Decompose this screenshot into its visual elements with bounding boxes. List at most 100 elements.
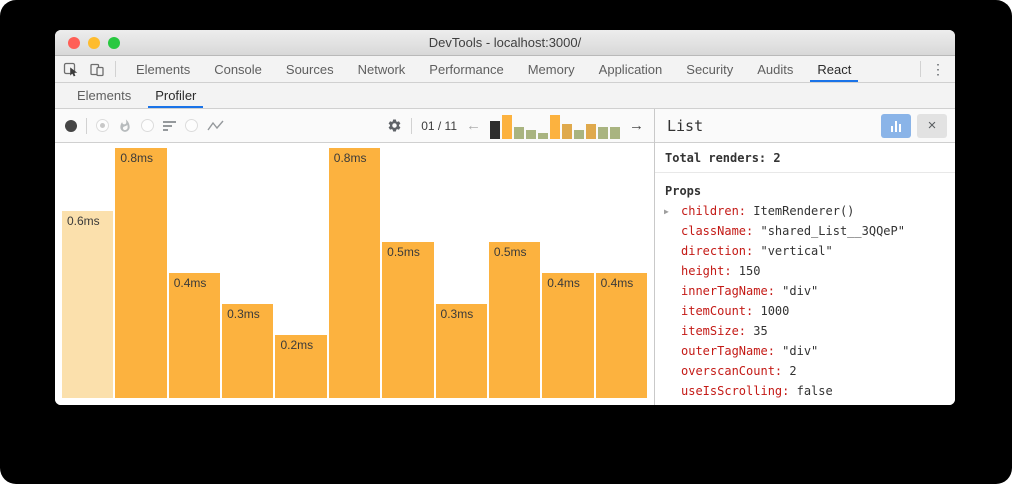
minimap-bar-2[interactable]: [502, 114, 512, 139]
commit-bar-10[interactable]: 0.4ms: [542, 273, 594, 398]
minimap-bar-5[interactable]: [538, 132, 548, 139]
devtools-toolbar-icons: [55, 56, 124, 82]
panel-buttons: ×: [881, 113, 947, 138]
prop-value: 150: [731, 264, 761, 278]
devtools-window: DevTools - localhost:3000/: [55, 30, 955, 405]
commit-duration-label: 0.3ms: [440, 307, 474, 321]
tab-elements[interactable]: Elements: [136, 61, 191, 77]
total-renders-value: 2: [773, 151, 781, 165]
tab-memory[interactable]: Memory: [527, 61, 575, 77]
prop-row-useIsScrolling: useIsScrolling: false: [655, 381, 955, 401]
subtab-profiler[interactable]: Profiler: [143, 83, 208, 108]
prop-key: direction:: [681, 244, 754, 258]
minimap-bar-3[interactable]: [514, 126, 524, 139]
prop-row-overscanCount: overscanCount: 2: [655, 361, 955, 381]
commit-duration-label: 0.5ms: [493, 245, 527, 259]
gear-icon[interactable]: [387, 118, 402, 133]
bar-chart-icon: [891, 125, 893, 132]
minimap-bar-7[interactable]: [562, 123, 572, 139]
close-window-button[interactable]: [68, 37, 80, 49]
prop-key: innerTagName:: [681, 284, 775, 298]
prop-key: overscanCount:: [681, 364, 783, 378]
main-tab-strip: Elements Console Sources Network Performance…: [124, 56, 863, 82]
view-renders-chart-button[interactable]: [881, 113, 911, 138]
props-list: ▶ children: ItemRenderer() className: "sha…: [655, 201, 955, 405]
disclosure-triangle-icon[interactable]: ▶: [664, 207, 669, 216]
divider: [115, 61, 116, 77]
prop-key: itemCount:: [681, 304, 754, 318]
profiler-toolbar: 01 / 11 ← →: [55, 109, 654, 143]
minimap-bar-10[interactable]: [598, 126, 608, 139]
prop-key: height:: [681, 264, 732, 278]
prop-value: "div": [774, 344, 819, 358]
commit-bar-5[interactable]: 0.2ms: [275, 335, 327, 398]
tab-network[interactable]: Network: [357, 61, 406, 77]
ranked-chart-icon[interactable]: [163, 120, 176, 131]
device-toolbar-icon[interactable]: [89, 61, 105, 77]
minimap-bar-8[interactable]: [574, 129, 584, 139]
commit-bar-8[interactable]: 0.3ms: [435, 304, 487, 398]
minimap-bar-4[interactable]: [526, 129, 536, 139]
commit-duration-label: 0.8ms: [333, 151, 367, 165]
inspect-element-icon[interactable]: [63, 61, 79, 77]
component-name: List: [667, 116, 704, 135]
divider: [86, 117, 87, 134]
tab-bar-right: ⋮: [920, 56, 955, 82]
prop-row-outerTagName: outerTagName: "div": [655, 341, 955, 361]
prop-key: outerTagName:: [681, 344, 775, 358]
interactions-chart-icon[interactable]: [207, 120, 225, 132]
commit-duration-label: 0.4ms: [547, 276, 580, 290]
commit-bar-11[interactable]: 0.4ms: [595, 273, 647, 398]
prop-value: "vertical": [753, 244, 833, 258]
record-button[interactable]: [65, 119, 77, 132]
minimize-window-button[interactable]: [88, 37, 100, 49]
commit-bar-7[interactable]: 0.5ms: [382, 242, 434, 398]
devtools-tab-bar: Elements Console Sources Network Performance…: [55, 56, 955, 83]
commit-duration-label: 0.4ms: [600, 276, 634, 290]
prev-snapshot-arrow-icon[interactable]: ←: [466, 117, 481, 134]
next-snapshot-arrow-icon[interactable]: →: [629, 117, 644, 134]
prop-value: false: [789, 384, 833, 398]
zoom-window-button[interactable]: [108, 37, 120, 49]
window-title: DevTools - localhost:3000/: [428, 35, 582, 50]
tab-security[interactable]: Security: [686, 61, 734, 77]
interactions-radio[interactable]: [185, 119, 198, 132]
prop-row-width: width: 300: [655, 401, 955, 405]
minimap-bar-6[interactable]: [550, 114, 560, 139]
prop-row-innerTagName: innerTagName: "div": [655, 281, 955, 301]
flamegraph-radio[interactable]: [96, 119, 109, 132]
close-panel-button[interactable]: ×: [917, 113, 947, 138]
minimap-bar-9[interactable]: [586, 123, 596, 139]
ranked-radio[interactable]: [141, 119, 154, 132]
prop-value: 2: [782, 364, 797, 378]
tab-react[interactable]: React: [805, 56, 863, 82]
commit-bar-9[interactable]: 0.5ms: [488, 242, 541, 398]
minimap-bar-11[interactable]: [610, 126, 620, 139]
tab-application[interactable]: Application: [598, 61, 663, 77]
tab-console[interactable]: Console: [214, 61, 262, 77]
tab-sources[interactable]: Sources: [285, 61, 334, 77]
profiler-main: 01 / 11 ← → 0.6ms 0.8ms 0.4ms 0.3ms 0.2ms 0.8…: [55, 109, 955, 405]
prop-key: useIsScrolling:: [681, 384, 790, 398]
flame-icon[interactable]: [118, 118, 132, 134]
prop-key: itemSize:: [681, 324, 747, 338]
commit-bar-6[interactable]: 0.8ms: [328, 148, 381, 398]
snapshot-minimap[interactable]: [490, 113, 620, 139]
commit-bar-1[interactable]: 0.6ms: [62, 211, 114, 398]
prop-key: width:: [681, 404, 724, 405]
commit-bar-2[interactable]: 0.8ms: [115, 148, 167, 398]
panel-header: List ×: [655, 109, 955, 143]
profiler-chart-pane: 01 / 11 ← → 0.6ms 0.8ms 0.4ms 0.3ms 0.2ms 0.8…: [55, 109, 655, 405]
tab-audits[interactable]: Audits: [757, 61, 794, 77]
kebab-menu-icon[interactable]: ⋮: [931, 61, 945, 77]
commit-duration-label: 0.4ms: [173, 276, 207, 290]
prop-row-children[interactable]: ▶ children: ItemRenderer(): [655, 201, 955, 221]
minimap-bar-1[interactable]: [490, 120, 500, 139]
commit-duration-label: 0.2ms: [280, 338, 314, 352]
props-heading: Props: [665, 184, 702, 198]
commit-bar-4[interactable]: 0.3ms: [222, 304, 274, 398]
tab-performance[interactable]: Performance: [429, 61, 504, 77]
subtab-elements[interactable]: Elements: [77, 88, 132, 103]
commit-bar-3[interactable]: 0.4ms: [168, 273, 221, 398]
